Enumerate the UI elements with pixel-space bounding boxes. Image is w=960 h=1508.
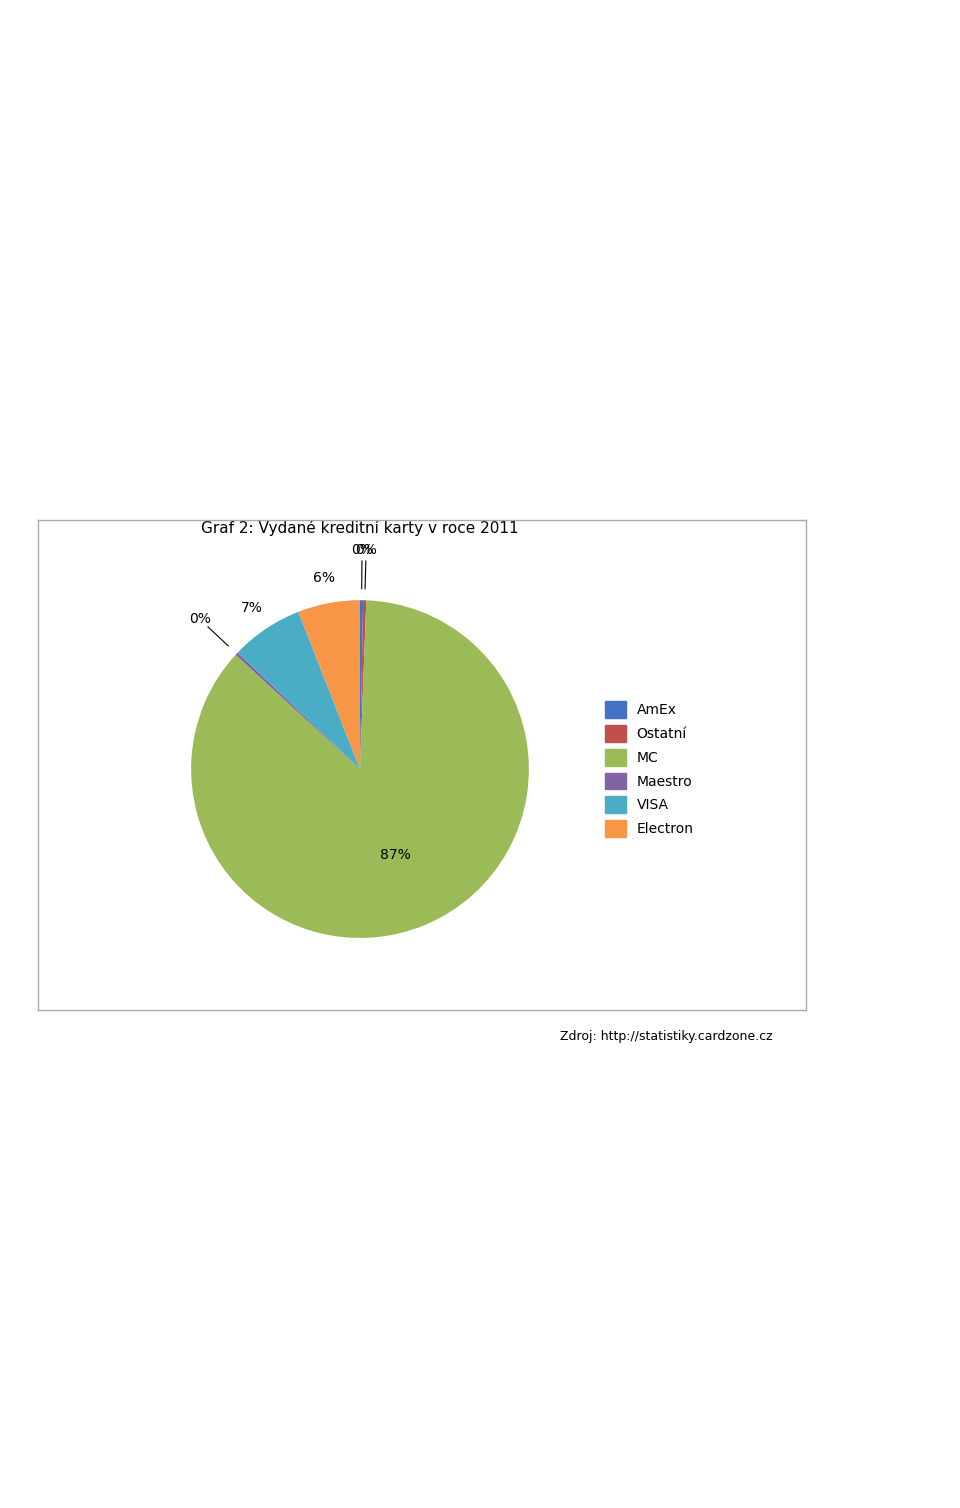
Text: Zdroj: http://statistiky.cardzone.cz: Zdroj: http://statistiky.cardzone.cz (561, 1030, 773, 1044)
Text: 87%: 87% (380, 847, 411, 861)
Wedge shape (299, 600, 360, 769)
Text: Graf 2: Vydané kreditní karty v roce 2011: Graf 2: Vydané kreditní karty v roce 201… (202, 520, 518, 535)
Text: 7%: 7% (241, 600, 263, 615)
Wedge shape (360, 600, 367, 769)
Text: 6%: 6% (313, 572, 335, 585)
Text: 0%: 0% (189, 612, 210, 626)
Wedge shape (191, 600, 529, 938)
Text: 0%: 0% (355, 543, 377, 556)
Text: 0%: 0% (351, 543, 373, 556)
Wedge shape (360, 600, 363, 769)
Wedge shape (235, 653, 360, 769)
Legend: AmEx, Ostatní, MC, Maestro, VISA, Electron: AmEx, Ostatní, MC, Maestro, VISA, Electr… (599, 695, 699, 843)
Wedge shape (238, 612, 360, 769)
